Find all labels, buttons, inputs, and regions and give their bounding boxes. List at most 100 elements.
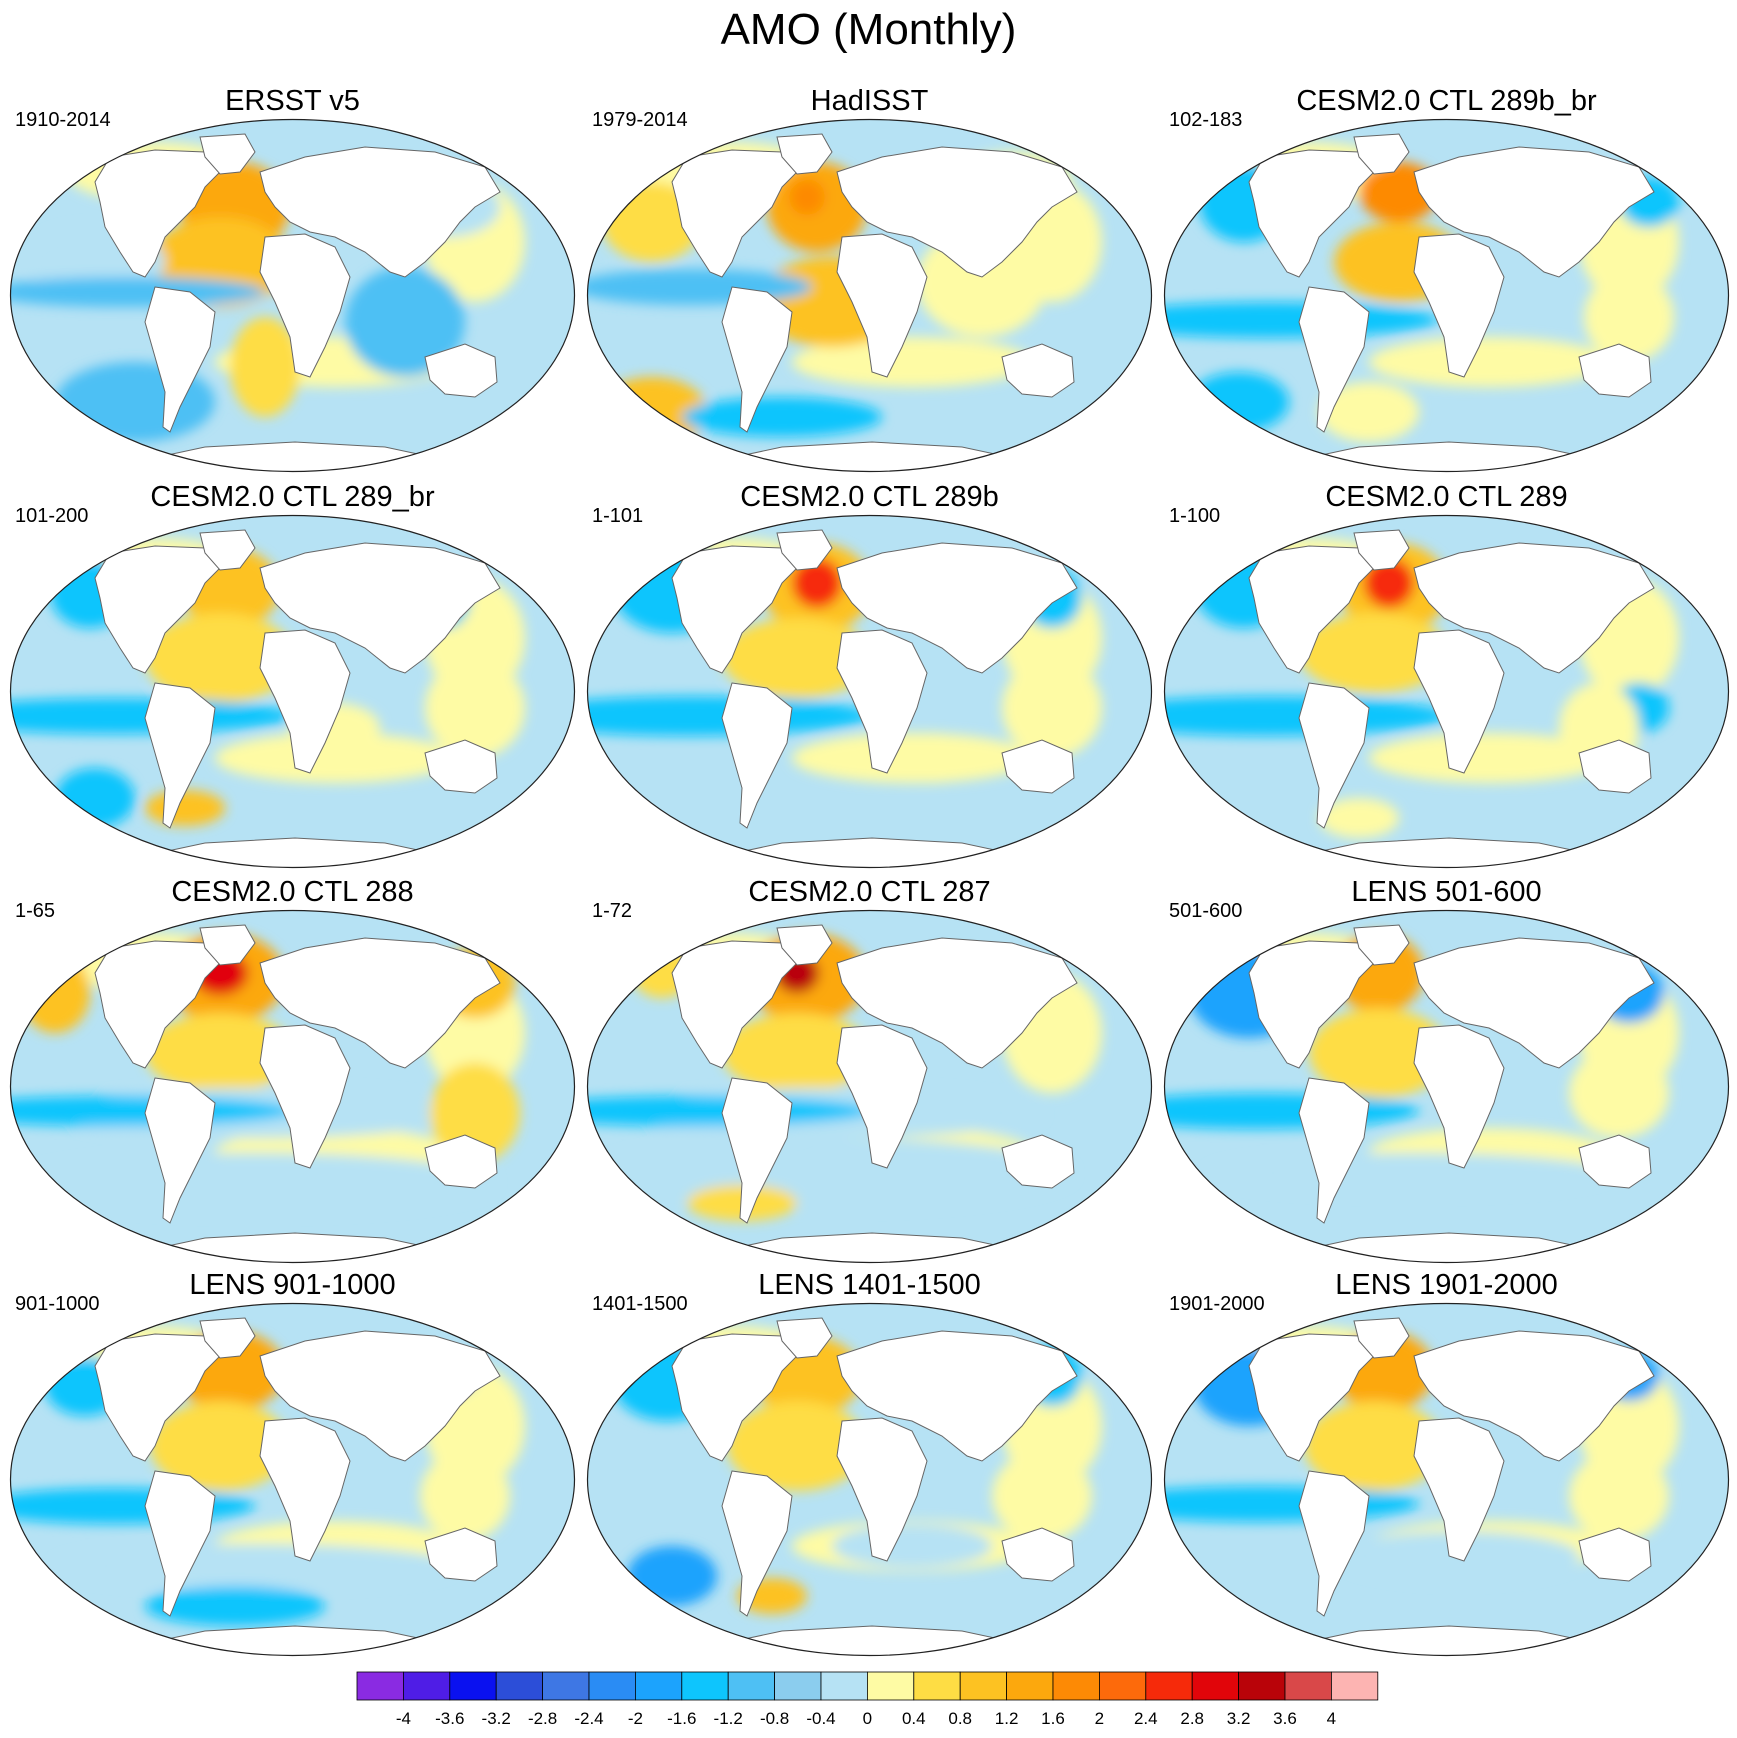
colorbar-label: -2.4 xyxy=(574,1709,603,1728)
land-mass xyxy=(1413,1417,1505,1562)
colorbar-label: -2 xyxy=(628,1709,643,1728)
land-mass xyxy=(1298,1077,1370,1224)
colorbar-label: 0.8 xyxy=(948,1709,972,1728)
land-mass xyxy=(721,1077,793,1224)
land-mass xyxy=(836,233,928,378)
colorbar-swatch xyxy=(542,1671,590,1701)
anomaly-blob xyxy=(1364,558,1414,608)
panel-period: 1901-2000 xyxy=(1169,1293,1265,1315)
map-panel-1: ERSST v5 1910-2014 xyxy=(5,84,580,479)
anomaly-patch xyxy=(1369,337,1609,387)
map-panel-6: CESM2.0 CTL 289 1-100 xyxy=(1159,480,1734,875)
land-mass xyxy=(1578,739,1652,794)
panel-title: CESM2.0 CTL 289_br xyxy=(150,481,435,513)
anomaly-blob xyxy=(1584,272,1674,362)
world-map xyxy=(586,118,1153,473)
land-mass xyxy=(1413,1330,1655,1462)
anomaly-blob xyxy=(55,1544,455,1588)
colorbar-swatch xyxy=(356,1671,404,1701)
land-mass xyxy=(1413,233,1505,378)
colorbar-swatch xyxy=(1238,1671,1286,1701)
anomaly-blob xyxy=(832,1524,992,1568)
panel-title: CESM2.0 CTL 288 xyxy=(171,876,414,908)
panel-period: 1910-2014 xyxy=(15,109,111,131)
colorbar-swatch xyxy=(588,1671,636,1701)
panel-period: 1-65 xyxy=(15,900,56,922)
anomaly-blob xyxy=(1189,372,1289,432)
anomaly-blob xyxy=(1209,1153,1609,1193)
land-mass xyxy=(199,1317,256,1359)
colorbar-label: -4 xyxy=(396,1709,411,1728)
anomaly-blob xyxy=(722,618,872,698)
land-mass xyxy=(776,529,833,571)
map-panel-11: LENS 1401-1500 1401-1500 xyxy=(582,1268,1157,1663)
land-mass xyxy=(721,1470,793,1617)
land-mass xyxy=(836,629,928,774)
colorbar-swatch xyxy=(820,1671,868,1701)
colorbar-swatch xyxy=(1006,1671,1054,1701)
colorbar-swatch xyxy=(867,1671,915,1701)
colorbar-label: -1.2 xyxy=(714,1709,743,1728)
land-mass xyxy=(1353,133,1410,175)
colorbar-label: -3.6 xyxy=(435,1709,464,1728)
anomaly-patch xyxy=(1369,733,1609,783)
colorbar-swatch xyxy=(1145,1671,1193,1701)
land-mass xyxy=(1413,937,1655,1069)
land-mass xyxy=(259,937,501,1069)
land-mass xyxy=(199,133,256,175)
colorbar-label: 2.4 xyxy=(1134,1709,1158,1728)
anomaly-blob xyxy=(627,1546,717,1606)
colorbar-label: 4 xyxy=(1327,1709,1336,1728)
land-mass xyxy=(1413,629,1505,774)
map-panel-7: CESM2.0 CTL 288 1-65 xyxy=(5,875,580,1270)
anomaly-blob xyxy=(1569,1451,1669,1541)
colorbar-label: -1.6 xyxy=(667,1709,696,1728)
land-mass xyxy=(836,1330,1078,1462)
colorbar-swatch xyxy=(635,1671,683,1701)
colorbar-swatch xyxy=(1284,1671,1332,1701)
colorbar-label: 2 xyxy=(1095,1709,1104,1728)
land-mass xyxy=(259,1024,351,1169)
colorbar-label: -3.2 xyxy=(482,1709,511,1728)
anomaly-patch xyxy=(215,733,455,783)
world-map xyxy=(9,1302,576,1657)
land-mass xyxy=(144,1470,216,1617)
land-mass xyxy=(776,924,833,966)
land-mass xyxy=(424,1527,498,1582)
anomaly-blob xyxy=(15,1153,495,1213)
land-mass xyxy=(144,1077,216,1224)
land-mass xyxy=(1001,343,1075,398)
land-mass xyxy=(721,682,793,829)
world-map xyxy=(1163,514,1730,869)
land-mass xyxy=(776,133,833,175)
colorbar-label: 2.8 xyxy=(1180,1709,1204,1728)
anomaly-blob xyxy=(1569,1048,1669,1138)
world-map xyxy=(9,118,576,473)
panel-title: LENS 901-1000 xyxy=(189,1269,396,1301)
land-mass xyxy=(836,937,1078,1069)
land-mass xyxy=(259,542,501,674)
land-mass xyxy=(1413,146,1655,278)
land-mass xyxy=(259,1417,351,1562)
panel-period: 1-72 xyxy=(592,900,633,922)
anomaly-blob xyxy=(882,733,982,783)
anomaly-patch xyxy=(792,337,1032,387)
land-mass xyxy=(1413,1024,1505,1169)
panel-title: ERSST v5 xyxy=(225,85,360,117)
anomaly-blob xyxy=(1002,658,1102,758)
panel-period: 1-100 xyxy=(1169,505,1221,527)
panel-title: LENS 501-600 xyxy=(1351,876,1542,908)
colorbar-label: 0 xyxy=(863,1709,872,1728)
land-mass xyxy=(144,682,216,829)
anomaly-blob xyxy=(587,269,812,305)
land-mass xyxy=(259,629,351,774)
anomaly-blob xyxy=(727,1401,867,1491)
world-map xyxy=(1163,118,1730,473)
anomaly-blob xyxy=(592,1138,1072,1208)
colorbar-swatch xyxy=(1191,1671,1239,1701)
land-mass xyxy=(1353,924,1410,966)
anomaly-blob xyxy=(230,317,300,417)
land-mass xyxy=(1298,682,1370,829)
colorbar-label: 3.6 xyxy=(1273,1709,1297,1728)
land-mass xyxy=(1413,542,1655,674)
